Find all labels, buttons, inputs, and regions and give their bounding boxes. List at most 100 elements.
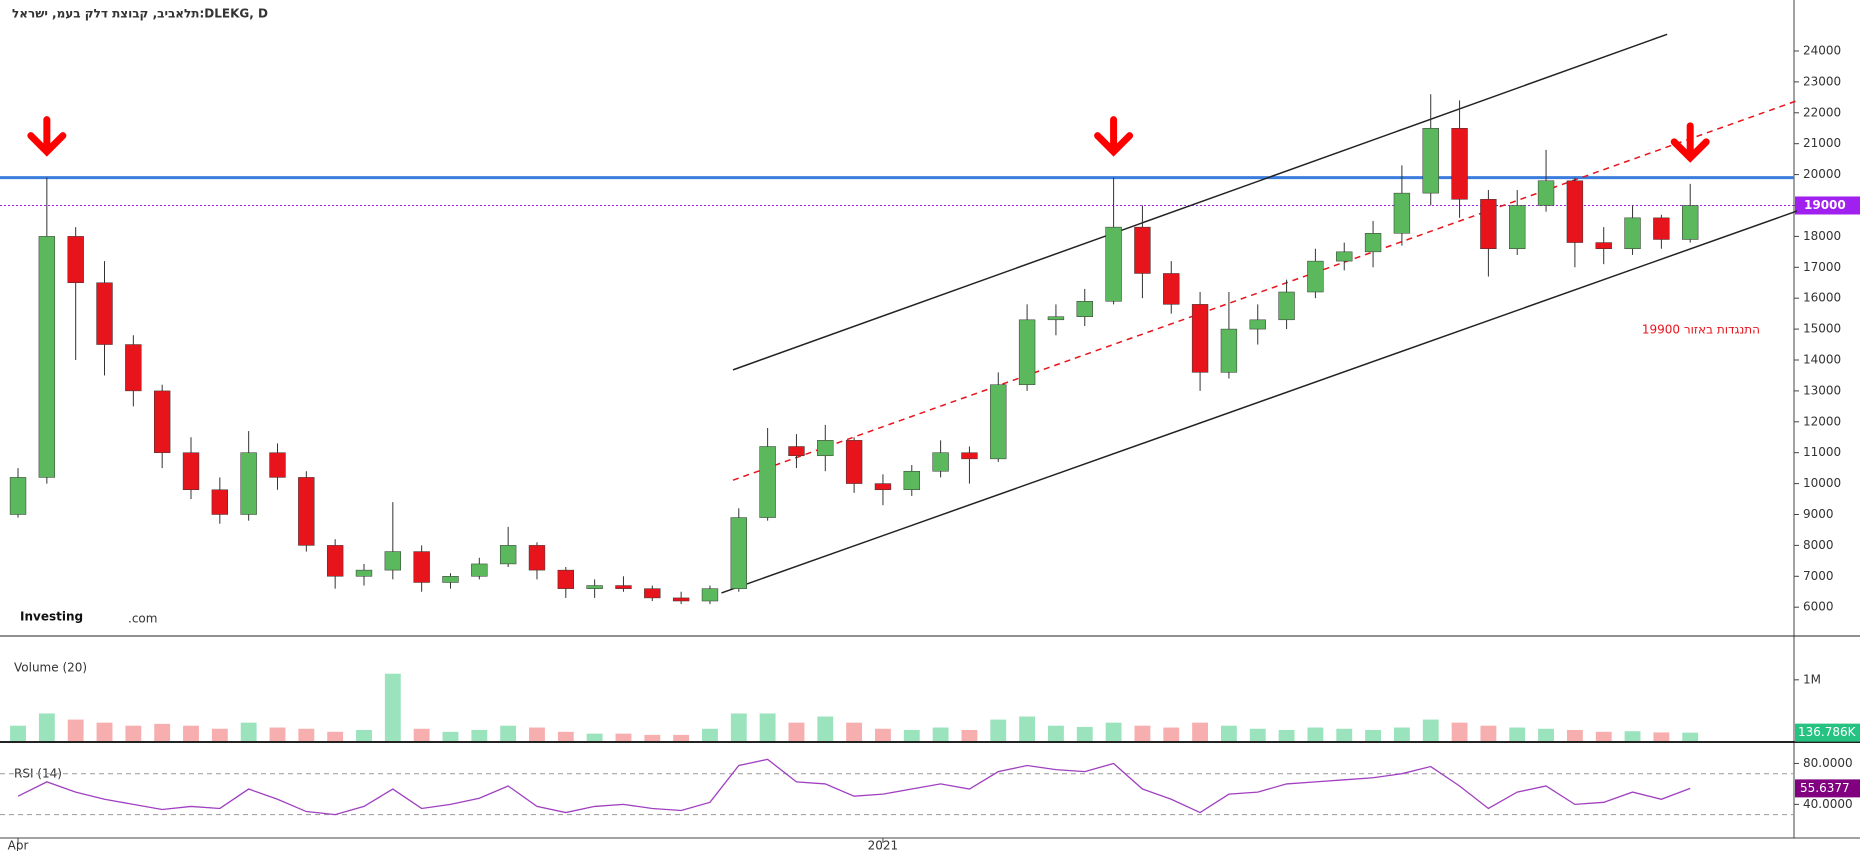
- volume-bar: [1538, 728, 1554, 741]
- chart-title: תלאביב, קבוצת דלק בעמ, ישראל:DLEKG, D: [12, 7, 268, 21]
- y-tick-label: 23000: [1803, 74, 1841, 88]
- volume-bar: [1480, 725, 1497, 741]
- candle-body: [355, 569, 373, 577]
- candle-body: [990, 384, 1007, 460]
- candle-body: [269, 452, 286, 478]
- volume-bar: [1019, 716, 1036, 741]
- candle-body: [1364, 233, 1382, 253]
- candle-body: [1047, 316, 1065, 321]
- last-price-label: 19000: [1804, 198, 1846, 212]
- candle-body: [384, 551, 401, 571]
- volume-bar: [1393, 727, 1410, 741]
- candle-body: [586, 585, 603, 589]
- candle-body: [788, 446, 805, 457]
- volume-bar: [673, 734, 690, 741]
- candle-body: [240, 452, 257, 515]
- candle-body: [298, 477, 315, 546]
- candle-body: [125, 344, 142, 392]
- volume-bar: [644, 734, 661, 741]
- y-tick-label: 1M: [1803, 672, 1821, 686]
- y-tick-label: 80.0000: [1803, 756, 1853, 770]
- candle-body: [326, 545, 344, 577]
- y-tick-label: 14000: [1803, 352, 1841, 366]
- candle-body: [1624, 217, 1641, 249]
- volume-bar: [1134, 725, 1151, 741]
- volume-bar: [471, 729, 488, 741]
- candle-body: [1163, 273, 1180, 305]
- volume-bar: [1682, 732, 1699, 741]
- candle-body: [1566, 180, 1584, 243]
- candle-body: [1249, 319, 1266, 330]
- volume-bar: [1249, 728, 1266, 741]
- volume-bar: [154, 723, 171, 741]
- volume-bar: [1336, 728, 1353, 741]
- volume-bar: [38, 713, 55, 741]
- volume-bar: [903, 729, 920, 741]
- volume-bar: [413, 728, 430, 741]
- volume-bar: [702, 728, 718, 741]
- x-tick-label: 2021: [868, 839, 899, 851]
- candle-body: [1191, 304, 1209, 373]
- candle-body: [1595, 242, 1612, 249]
- candle-body: [730, 517, 747, 589]
- candle-body: [1653, 217, 1670, 240]
- volume-bar: [1566, 729, 1583, 741]
- candle-body: [96, 282, 113, 345]
- candle-body: [903, 470, 920, 491]
- volume-bar: [211, 728, 228, 741]
- y-tick-label: 6000: [1803, 600, 1834, 614]
- rsi-line: [17, 758, 1691, 816]
- candle-body: [442, 576, 459, 583]
- candle-body: [1307, 260, 1324, 293]
- y-tick-label: 11000: [1803, 445, 1841, 459]
- candle-body: [961, 452, 978, 460]
- volume-bar: [500, 725, 517, 741]
- volume-bar: [557, 731, 574, 741]
- volume-bar: [67, 719, 84, 741]
- candle-body: [817, 440, 834, 457]
- trend-line: [732, 100, 1798, 481]
- arrow-icon: [1094, 116, 1134, 157]
- y-tick-label: 16000: [1803, 291, 1841, 305]
- volume-bar: [1365, 729, 1381, 741]
- volume-bar: [327, 731, 344, 741]
- logo-brand: Investing: [20, 610, 83, 624]
- candle-body: [471, 563, 488, 577]
- last-price-box: [1795, 196, 1860, 215]
- volume-bar: [1653, 732, 1670, 741]
- y-tick-label: 18000: [1803, 229, 1841, 243]
- y-tick-label: 20000: [1803, 167, 1841, 181]
- trend-line: [721, 210, 1798, 594]
- arrow-icon: [1670, 122, 1710, 163]
- volume-bar: [1220, 725, 1237, 741]
- candle-body: [1451, 127, 1468, 200]
- y-tick-label: 17000: [1803, 260, 1841, 274]
- candle-body: [1278, 291, 1295, 321]
- candle-body: [9, 477, 27, 515]
- candle-body: [1220, 328, 1238, 373]
- candle-body: [1537, 180, 1555, 206]
- y-tick-label: 7000: [1803, 569, 1834, 583]
- volume-bar: [961, 729, 978, 741]
- volume-bar: [298, 728, 315, 741]
- candle-body: [1509, 205, 1526, 249]
- trend-line: [732, 33, 1668, 371]
- volume-bar: [1192, 722, 1209, 741]
- candle-body: [1682, 205, 1699, 240]
- volume-bar: [1048, 725, 1064, 741]
- candle-body: [211, 489, 229, 515]
- volume-bar: [240, 722, 257, 741]
- volume-bar: [1105, 722, 1122, 741]
- annotation: התנגדות באזור 19900: [1642, 323, 1760, 337]
- volume-bar: [356, 729, 372, 741]
- volume-bar: [384, 673, 401, 741]
- volume-bar: [1509, 727, 1526, 741]
- volume-bar: [817, 716, 834, 741]
- last-volume-box: [1795, 723, 1860, 742]
- volume-bar: [875, 728, 891, 741]
- y-tick-label: 40.0000: [1803, 797, 1853, 811]
- volume-bar: [1278, 729, 1295, 741]
- volume-bar: [1595, 731, 1612, 741]
